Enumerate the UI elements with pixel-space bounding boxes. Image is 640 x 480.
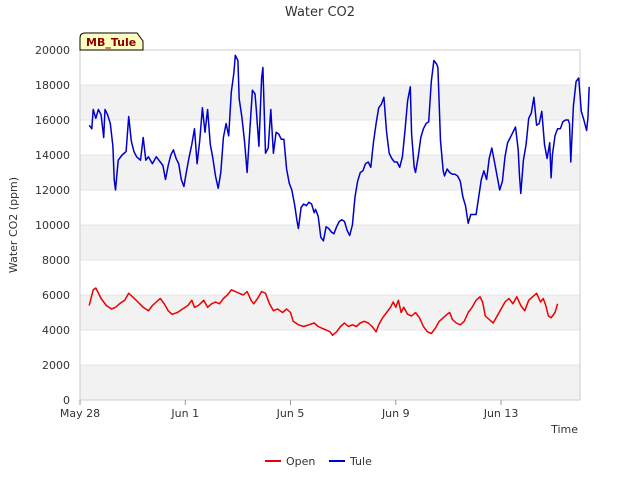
badge-label: MB_Tule bbox=[86, 36, 136, 49]
y-tick-label: 16000 bbox=[35, 114, 70, 127]
x-tick-label: Jun 1 bbox=[170, 407, 199, 420]
badge: MB_Tule bbox=[79, 32, 144, 51]
y-tick-label: 14000 bbox=[35, 149, 70, 162]
series-line-tule bbox=[88, 54, 590, 242]
x-axis-ticks: May 28 Jun 1 Jun 5 Jun 9 Jun 13 bbox=[60, 400, 519, 420]
legend-label-open: Open bbox=[286, 455, 315, 468]
legend: Open Tule bbox=[265, 455, 372, 468]
badge-box bbox=[79, 32, 144, 51]
y-axis-label: Water CO2 (ppm) bbox=[7, 177, 20, 273]
chart-title: Water CO2 bbox=[285, 5, 355, 20]
grid-band bbox=[80, 295, 580, 330]
y-tick-label: 6000 bbox=[42, 289, 70, 302]
y-tick-label: 4000 bbox=[42, 324, 70, 337]
series-layer bbox=[88, 54, 590, 337]
y-tick-label: 12000 bbox=[35, 184, 70, 197]
legend-label-tule: Tule bbox=[349, 455, 372, 468]
x-tick-label: May 28 bbox=[60, 407, 100, 420]
y-tick-label: 20000 bbox=[35, 44, 70, 57]
grid-band bbox=[80, 85, 580, 120]
plot-frame bbox=[79, 49, 581, 401]
plot-background-bands bbox=[80, 85, 580, 400]
x-tick-label: Jun 13 bbox=[483, 407, 519, 420]
y-tick-label: 0 bbox=[63, 394, 70, 407]
x-tick-label: Jun 9 bbox=[381, 407, 410, 420]
y-tick-label: 18000 bbox=[35, 79, 70, 92]
y-axis-ticks: 0 2000 4000 6000 8000 10000 12000 14000 16000 180… bbox=[35, 44, 70, 407]
series-line-open bbox=[88, 287, 559, 337]
x-tick-label: Jun 5 bbox=[276, 407, 305, 420]
y-tick-label: 2000 bbox=[42, 359, 70, 372]
y-tick-label: 8000 bbox=[42, 254, 70, 267]
x-axis-label: Time bbox=[550, 423, 578, 436]
grid-band bbox=[80, 365, 580, 400]
y-tick-label: 10000 bbox=[35, 219, 70, 232]
